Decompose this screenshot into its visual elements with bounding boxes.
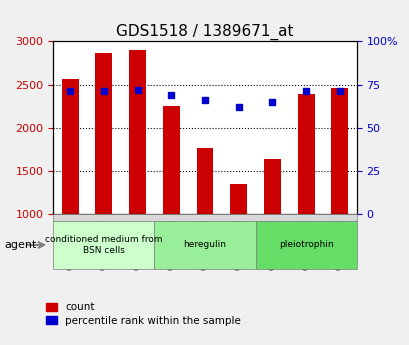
Bar [330,88,347,214]
Bar [196,148,213,214]
Text: GDS1518 / 1389671_at: GDS1518 / 1389671_at [116,24,293,40]
Bar [95,52,112,214]
Text: heregulin: heregulin [183,240,226,249]
Text: conditioned medium from
BSN cells: conditioned medium from BSN cells [45,235,162,255]
Legend: count, percentile rank within the sample: count, percentile rank within the sample [46,302,240,326]
Bar [230,184,247,214]
Bar [162,106,179,214]
Text: pleiotrophin: pleiotrophin [278,240,333,249]
Bar [62,79,79,214]
Bar [297,94,314,214]
Bar [129,50,146,214]
Bar [263,159,280,214]
Text: agent: agent [4,240,36,250]
